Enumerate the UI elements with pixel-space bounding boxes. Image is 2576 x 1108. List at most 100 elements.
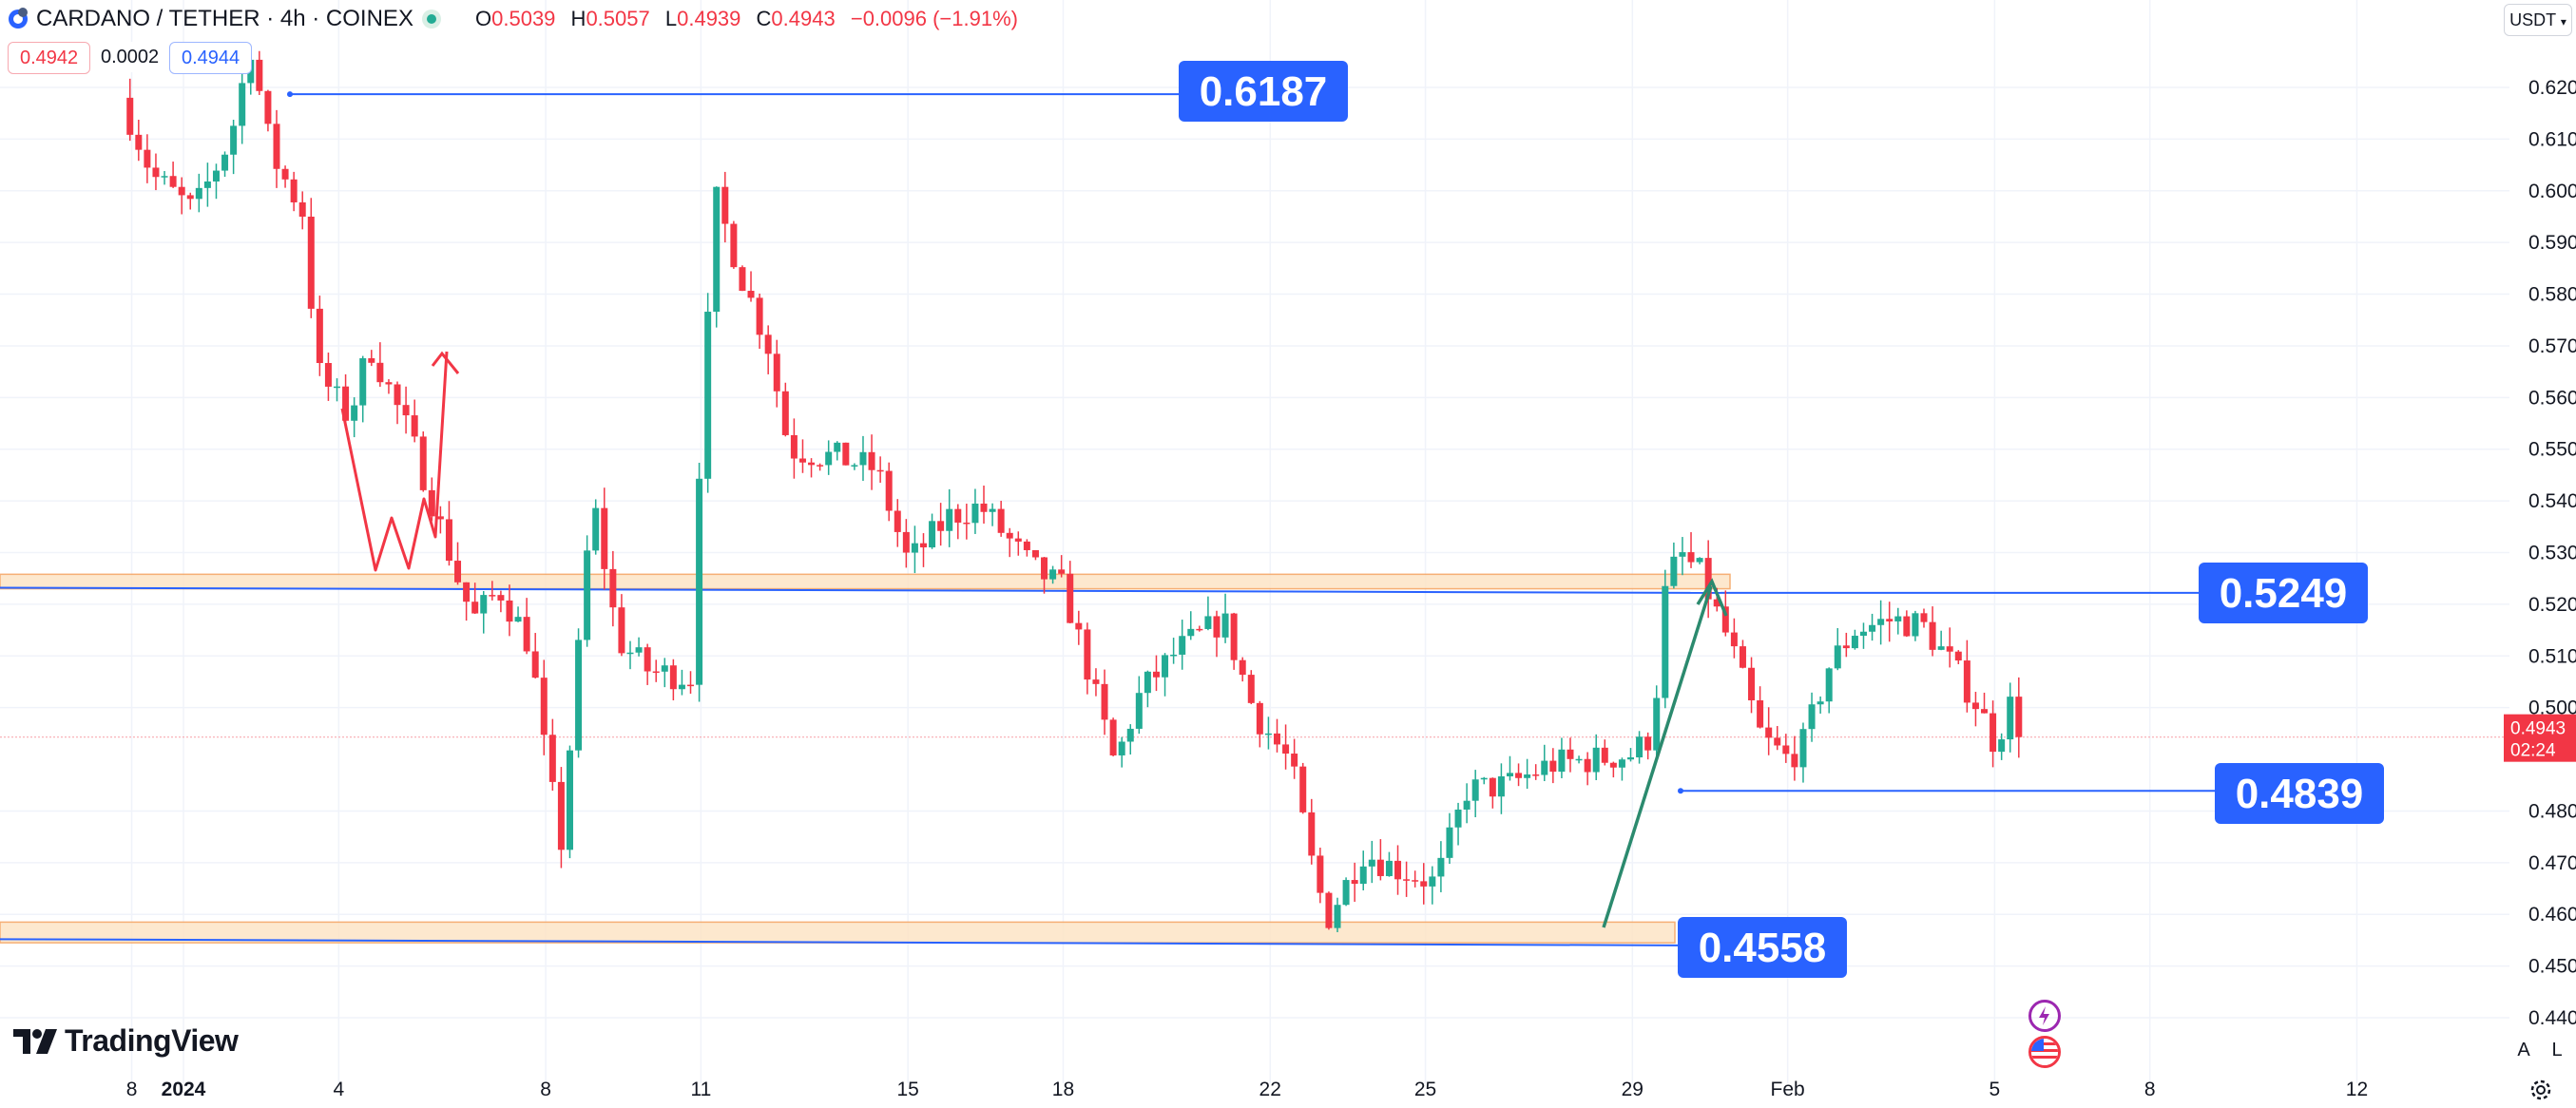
candle-body (2007, 697, 2014, 740)
candle-body (669, 665, 677, 690)
candle-body (929, 521, 936, 548)
candle-body (1601, 747, 1608, 763)
candle-body (644, 647, 651, 672)
candle-body (368, 358, 375, 363)
candle-body (1869, 624, 1876, 632)
time-tick-label: 2024 (162, 1079, 206, 1100)
candle-body (281, 168, 289, 180)
candle-body (609, 568, 617, 608)
candle-body (584, 550, 591, 640)
candle-body (1791, 754, 1798, 768)
time-tick-label: 22 (1259, 1079, 1281, 1100)
chevron-down-icon: ▾ (2560, 15, 2566, 29)
candle-body (1575, 758, 1583, 761)
level-label-text: 0.5249 (2220, 570, 2348, 617)
time-tick-label: 25 (1414, 1079, 1436, 1100)
log-scale-button[interactable]: L (2551, 1040, 2563, 1060)
candle-body (144, 149, 151, 168)
candle-body (256, 59, 263, 91)
candle-body (1618, 759, 1625, 768)
level-label-box (2199, 563, 2368, 623)
currency-selector[interactable]: USDT ▾ (2504, 4, 2572, 36)
candle-body (152, 167, 160, 178)
candle-body (1497, 775, 1505, 797)
open-label: O (475, 7, 492, 30)
candle-body (575, 640, 583, 751)
candle-body (221, 154, 229, 171)
candle-body (817, 465, 824, 467)
candle-body (186, 195, 194, 200)
candle-body (1739, 646, 1746, 668)
time-tick-label: 29 (1622, 1079, 1644, 1100)
candle-body (1368, 859, 1375, 867)
lightning-icon[interactable] (2028, 1000, 2061, 1032)
candle-body (885, 470, 893, 511)
candle-body (1031, 549, 1039, 558)
candle-body (1187, 628, 1195, 637)
candle-body (1799, 729, 1807, 768)
candle-body (859, 451, 867, 466)
high-value: 0.5057 (586, 7, 650, 30)
market-status-icon[interactable] (422, 10, 441, 29)
candle-body (1644, 736, 1652, 751)
candle-body (1325, 892, 1333, 928)
candle-body (1006, 532, 1013, 539)
candle-body (402, 405, 410, 416)
candle-body (523, 617, 530, 652)
candle-body (1376, 859, 1384, 876)
candle-body (463, 582, 471, 602)
chart-grid (0, 0, 2509, 1083)
candle-body (1636, 736, 1644, 758)
candle-body (1196, 628, 1203, 631)
support-resistance-zones (0, 573, 1731, 944)
settings-gear-icon[interactable] (2528, 1078, 2553, 1102)
candle-body (1075, 622, 1083, 630)
candle-body (1230, 613, 1238, 660)
candle-body (1351, 880, 1358, 885)
zigzag-arrowhead (431, 351, 460, 374)
candle-body (764, 334, 772, 354)
symbol-title[interactable]: CARDANO / TETHER · 4h · COINEX (36, 6, 413, 31)
candle-body (203, 181, 211, 188)
candle-body (1981, 709, 1989, 714)
candle-body (1144, 671, 1151, 694)
candle-body (376, 362, 384, 383)
current-price-value: 0.4943 (2510, 719, 2566, 739)
auto-scale-button[interactable]: A (2517, 1040, 2530, 1060)
candle-body (954, 508, 962, 523)
time-tick-label: Feb (1771, 1079, 1805, 1100)
ohlc-readout: O0.5039 H0.5057 L0.4939 C0.4943 −0.0096 … (466, 7, 1018, 31)
logo-text: TradingView (65, 1023, 239, 1058)
candle-body (601, 507, 608, 569)
tradingview-logo[interactable]: TradingView (13, 1023, 239, 1059)
candle-body (825, 451, 833, 466)
close-value: 0.4943 (771, 7, 836, 30)
candle-body (195, 187, 202, 200)
candle-body (540, 678, 548, 735)
sell-price-button[interactable]: 0.4942 (8, 42, 91, 74)
candle-body (1385, 860, 1393, 876)
candle-body (1420, 881, 1428, 887)
candle-body (946, 508, 953, 531)
candle-body (1446, 827, 1453, 858)
candle-body (428, 489, 435, 517)
candle-body (1937, 646, 1945, 650)
candle-body (1990, 713, 1997, 753)
us-flag-icon[interactable] (2028, 1036, 2061, 1068)
candle-body (1049, 569, 1057, 580)
candle-body (1471, 779, 1479, 801)
candle-body (1687, 552, 1695, 563)
candle-body (264, 90, 272, 124)
candle-body (514, 617, 522, 622)
candle-body (1342, 880, 1350, 906)
candle-body (489, 595, 496, 597)
buy-price-button[interactable]: 0.4944 (169, 42, 253, 74)
candle-body (721, 186, 729, 224)
